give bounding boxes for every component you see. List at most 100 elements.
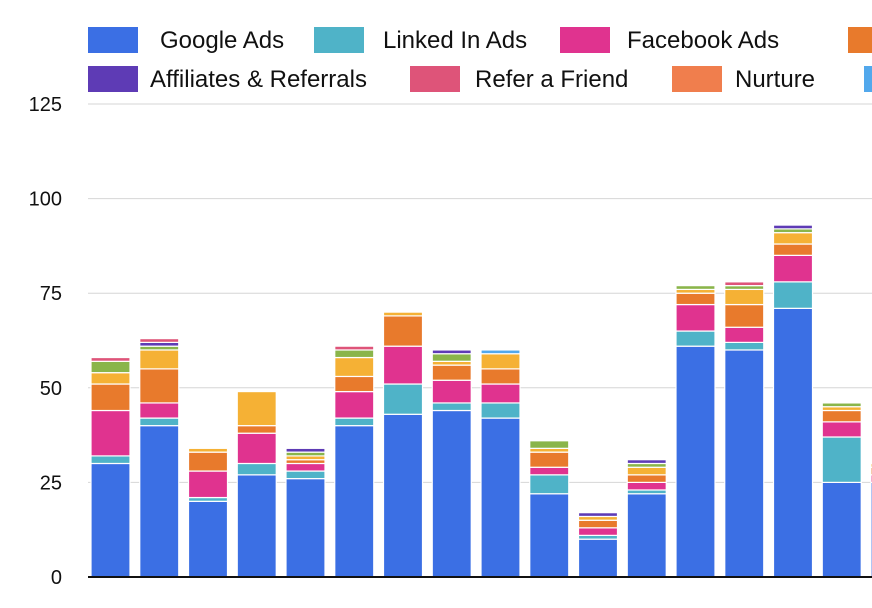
- legend-swatch: [672, 66, 722, 92]
- bar-segment: [187, 451, 229, 472]
- legend-item: Refer a Friend: [410, 66, 628, 93]
- bar-stack: [577, 512, 619, 578]
- legend-label: Facebook Ads: [627, 27, 779, 54]
- bar-segment: [724, 341, 765, 351]
- legend-label: Refer a Friend: [475, 66, 628, 93]
- legend-swatch: [560, 27, 610, 53]
- bar-segment: [285, 462, 326, 472]
- y-tick-label: 25: [40, 472, 62, 494]
- bar-stack: [90, 356, 131, 578]
- bar-segment: [724, 281, 765, 287]
- legend-item: Google Ads: [88, 27, 284, 54]
- bar-segment: [139, 402, 180, 419]
- bar-stack: [772, 224, 814, 578]
- bar-segment: [529, 474, 570, 495]
- bar-stack: [236, 390, 277, 578]
- legend-swatch: [88, 27, 138, 53]
- bar-segment: [626, 481, 667, 491]
- bar-segment: [529, 466, 570, 476]
- y-axis-ticks: 0 25 50 75 100 125: [29, 94, 62, 589]
- bar-segment: [675, 330, 716, 347]
- bar-segment: [480, 383, 521, 404]
- bar-stack: [675, 285, 716, 578]
- bar-segment: [90, 372, 131, 385]
- legend-swatch: [848, 27, 872, 53]
- bar-segment: [529, 451, 570, 468]
- bar-segment: [529, 440, 570, 449]
- bar-segment: [382, 311, 424, 317]
- bar-segment: [480, 402, 521, 419]
- bar-segment: [90, 356, 131, 362]
- legend-label: Nurture: [735, 66, 815, 93]
- legend-label: Linked In Ads: [383, 27, 527, 54]
- bar-segment: [90, 409, 131, 457]
- bar-segment: [90, 455, 131, 465]
- bar-segment: [431, 379, 472, 404]
- bar-stack: [626, 459, 667, 578]
- bar-segment: [675, 285, 716, 291]
- y-tick-label: 50: [40, 378, 62, 400]
- bar-segment: [626, 474, 667, 484]
- bar-stack: [382, 311, 424, 578]
- bar-segment: [626, 493, 667, 578]
- legend-item: [864, 66, 872, 92]
- bar-segment: [772, 307, 814, 578]
- bar-segment: [139, 349, 180, 370]
- bar-stack: [480, 349, 521, 578]
- bar-stack: [821, 402, 862, 578]
- bar-segment: [675, 345, 716, 578]
- bar-segment: [334, 425, 375, 578]
- bar-stack: [529, 440, 570, 578]
- legend-swatch: [314, 27, 364, 53]
- bar-segment: [285, 447, 326, 453]
- bar-segment: [724, 288, 765, 306]
- chart-bars: [90, 224, 872, 578]
- legend-swatch: [864, 66, 872, 92]
- bar-segment: [90, 383, 131, 412]
- bar-segment: [675, 292, 716, 306]
- legend-label: Google Ads: [160, 27, 284, 54]
- bar-stack: [187, 447, 229, 578]
- bar-segment: [431, 364, 472, 381]
- bar-stack: [139, 338, 180, 578]
- legend-swatch: [88, 66, 138, 92]
- bar-segment: [90, 462, 131, 578]
- bar-segment: [821, 436, 862, 484]
- bar-segment: [236, 474, 277, 578]
- bar-segment: [285, 478, 326, 578]
- bar-segment: [187, 470, 229, 499]
- bar-segment: [772, 254, 814, 283]
- bar-segment: [334, 390, 375, 419]
- legend-item: [848, 27, 872, 53]
- y-tick-label: 0: [51, 567, 62, 589]
- bar-stack: [724, 281, 765, 578]
- bar-segment: [529, 493, 570, 578]
- legend-item: Linked In Ads: [314, 27, 527, 54]
- bar-segment: [821, 409, 862, 423]
- bar-segment: [334, 345, 375, 351]
- bar-segment: [431, 402, 472, 412]
- bar-segment: [772, 224, 814, 230]
- y-tick-label: 75: [40, 283, 62, 305]
- bar-segment: [724, 303, 765, 328]
- legend-label: Affiliates & Referrals: [150, 66, 367, 93]
- legend-item: Facebook Ads: [560, 27, 779, 54]
- bar-segment: [382, 413, 424, 578]
- bar-segment: [187, 500, 229, 578]
- bar-segment: [821, 481, 862, 578]
- bar-segment: [139, 368, 180, 404]
- bar-segment: [382, 383, 424, 415]
- bar-segment: [772, 281, 814, 309]
- bar-segment: [285, 470, 326, 480]
- bar-segment: [382, 315, 424, 347]
- bar-segment: [821, 402, 862, 408]
- bar-segment: [675, 303, 716, 332]
- bar-segment: [480, 349, 521, 355]
- bar-segment: [236, 432, 277, 465]
- bar-segment: [334, 417, 375, 427]
- bar-segment: [236, 390, 277, 427]
- bar-segment: [724, 349, 765, 578]
- bar-segment: [626, 459, 667, 465]
- bar-segment: [139, 338, 180, 343]
